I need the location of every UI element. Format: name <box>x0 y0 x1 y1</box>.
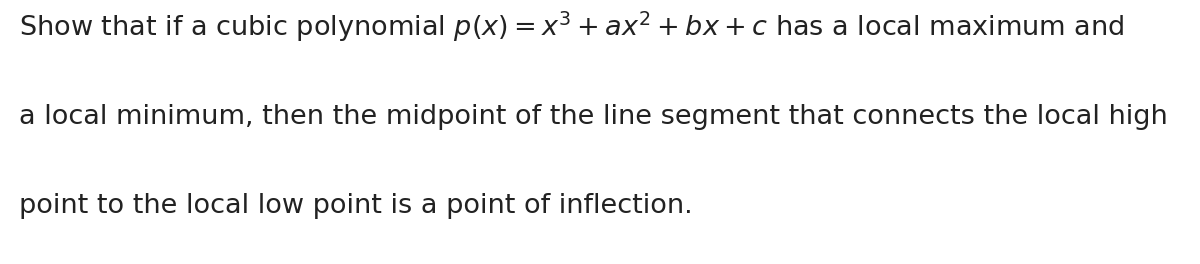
Text: a local minimum, then the midpoint of the line segment that connects the local h: a local minimum, then the midpoint of th… <box>19 104 1168 130</box>
Text: Show that if a cubic polynomial $p(x) = x^3 + ax^2 + bx + c$ has a local maximum: Show that if a cubic polynomial $p(x) = … <box>19 9 1124 44</box>
Text: point to the local low point is a point of inflection.: point to the local low point is a point … <box>19 192 692 219</box>
